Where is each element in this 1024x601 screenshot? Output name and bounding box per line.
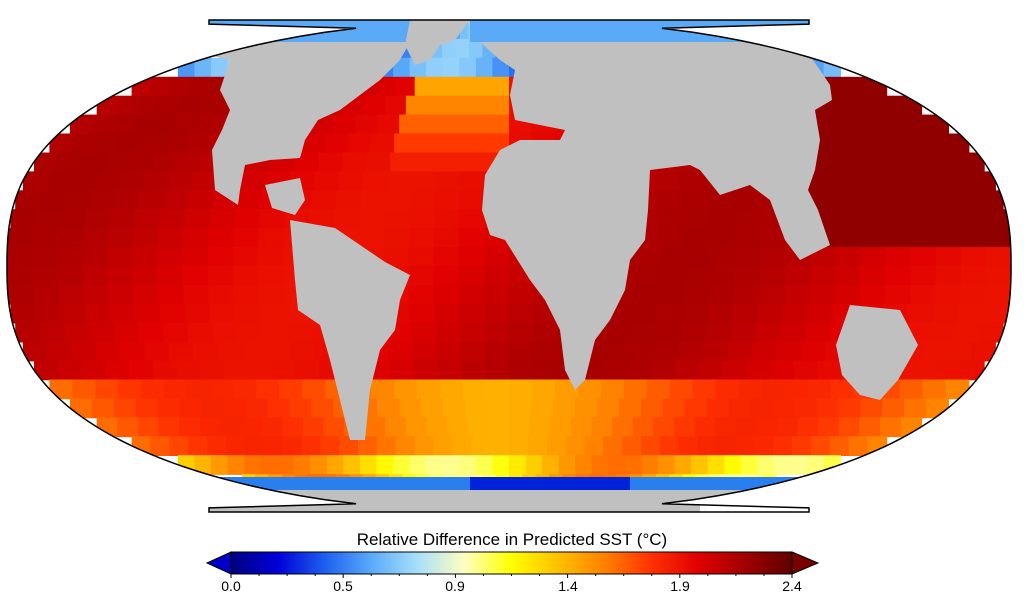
colorbar [205,551,820,578]
colorbar-ticks [230,574,793,578]
land-mask [150,20,918,512]
land-polygon [480,42,832,390]
colorbar-extend-high-icon [791,551,820,575]
land-polygon [150,42,410,205]
colorbar-extend-low-icon [205,551,232,575]
colorbar-gradient [230,551,793,575]
map-boundary [6,19,1012,513]
land-polygon [290,220,410,440]
colorbar-tick-label-2: 0.9 [445,578,465,594]
colorbar-tick-label-0: 0.0 [221,578,241,594]
colorbar-tick-label-3: 1.4 [558,578,578,594]
colorbar-tick-label-1: 0.5 [333,578,353,594]
land-polygon [836,305,918,400]
ocean-sst-field [7,20,1011,512]
land-polygon [405,20,470,65]
colorbar-tick-label-5: 2.4 [782,578,802,594]
colorbar-title: Relative Difference in Predicted SST (°C… [356,530,668,549]
colorbar-tick-label-4: 1.9 [670,578,690,594]
land-polygon [265,178,305,215]
land-polygon [155,490,868,512]
